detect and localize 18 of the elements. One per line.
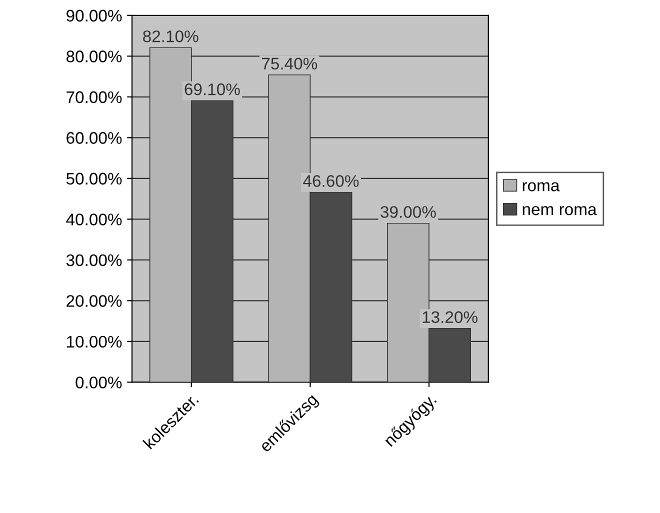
y-tick-label: 70.00% — [66, 91, 122, 104]
data-label: 82.10% — [143, 30, 198, 42]
y-tick-label: 80.00% — [66, 50, 122, 62]
y-tick-label: 50.00% — [66, 172, 122, 185]
y-tick-label: 60.00% — [66, 132, 122, 144]
y-tick-label: 40.00% — [66, 214, 122, 226]
y-tick-label: 0.00% — [76, 376, 122, 388]
y-tick-label: 10.00% — [67, 336, 122, 348]
data-label: 13.20% — [422, 311, 478, 324]
data-label: 75.40% — [262, 58, 318, 70]
y-tick-label: 90.00% — [66, 10, 122, 22]
y-tick-label: 30.00% — [66, 254, 122, 266]
data-label: 46.60% — [303, 175, 359, 187]
legend-label: roma — [522, 182, 560, 192]
y-tick-label: 20.00% — [66, 295, 122, 307]
data-label: 39.00% — [380, 206, 436, 218]
data-label: 69.10% — [184, 83, 240, 96]
legend-label: nem roma — [522, 206, 597, 216]
